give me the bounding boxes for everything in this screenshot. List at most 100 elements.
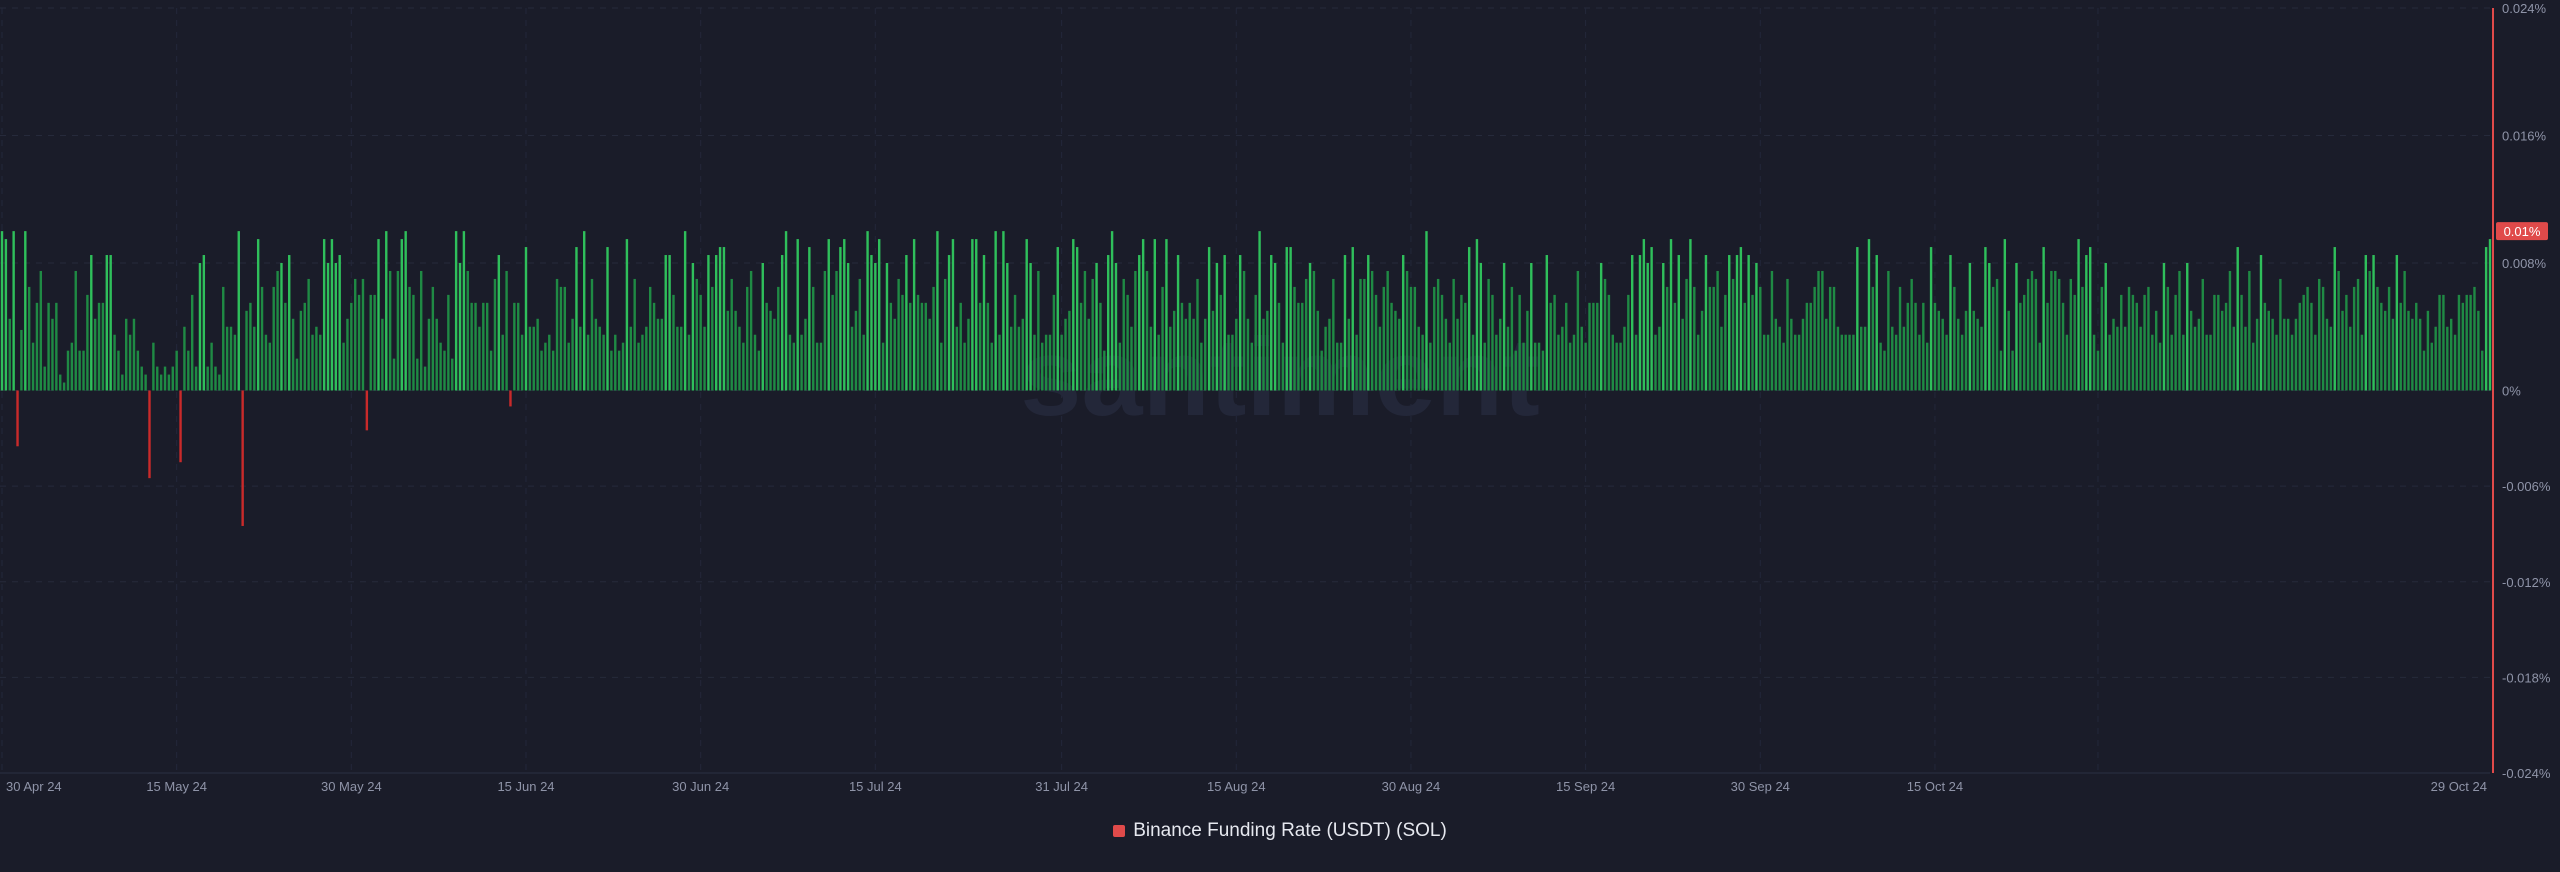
bar (1141, 239, 1145, 391)
bar (1130, 326, 1133, 391)
bar (621, 342, 625, 391)
bar (901, 294, 904, 391)
bar (1782, 342, 1785, 391)
bar (1879, 342, 1882, 391)
bar (222, 286, 225, 391)
bar (253, 326, 256, 391)
bar (43, 366, 46, 391)
bar (629, 326, 632, 391)
bar (1762, 334, 1766, 391)
bar (2380, 302, 2383, 391)
bar (1953, 286, 1956, 391)
bar (1603, 278, 1607, 391)
bar (1169, 326, 1172, 391)
bar (827, 239, 830, 391)
bar (225, 326, 229, 391)
current-value-label: 0.01% (2504, 224, 2541, 239)
bar (392, 358, 396, 391)
bar (1033, 334, 1036, 391)
bar (1751, 294, 1754, 391)
bar (1355, 334, 1358, 391)
bar (443, 350, 446, 391)
bar (2092, 334, 2096, 391)
bar (342, 342, 345, 391)
bar (260, 286, 264, 391)
x-tick-label: 15 Oct 24 (1907, 779, 1963, 794)
bar (2411, 318, 2414, 391)
bar (885, 263, 889, 391)
bar (1518, 294, 1521, 391)
bar (1180, 302, 1184, 391)
bar (975, 239, 978, 391)
bar (714, 255, 718, 391)
bar (1440, 294, 1444, 391)
bar (86, 294, 89, 391)
bar (2220, 310, 2224, 391)
bar (1297, 302, 1300, 391)
bar (773, 318, 776, 391)
bar (695, 278, 698, 391)
bar (1103, 350, 1106, 391)
bar (1138, 255, 1141, 391)
bar (373, 294, 376, 391)
bar (1941, 318, 1944, 391)
bar (31, 342, 35, 391)
bar (866, 231, 869, 391)
bar (1526, 310, 1529, 391)
bar (1976, 318, 1979, 391)
bar (93, 318, 97, 391)
bar (2473, 286, 2476, 391)
bar (1029, 263, 1032, 391)
bar (1479, 263, 1483, 391)
bar (606, 247, 609, 391)
bar (1669, 239, 1673, 391)
bar (951, 239, 955, 391)
bar (210, 342, 213, 391)
bar (1894, 334, 1898, 391)
bar (1863, 326, 1867, 391)
bar (105, 255, 109, 391)
bar (916, 294, 920, 391)
bar (2422, 350, 2426, 391)
bar (2481, 350, 2484, 391)
bar (1382, 286, 1385, 391)
bar (1122, 278, 1125, 391)
bar (1499, 318, 1502, 391)
bar (505, 270, 508, 391)
bar (229, 326, 233, 391)
bar (1972, 310, 1975, 391)
bar (1491, 294, 1494, 391)
bar (2415, 302, 2418, 391)
bar (291, 318, 295, 391)
bar (1615, 342, 1618, 391)
bar (408, 286, 411, 391)
bar (656, 318, 660, 391)
bar (2306, 286, 2309, 391)
bar (101, 302, 105, 391)
bar (1332, 278, 1335, 391)
grid-layer (0, 7, 2490, 774)
bar (1902, 326, 1906, 391)
bar (590, 278, 594, 391)
bar (2477, 310, 2480, 391)
bar (831, 294, 834, 391)
bar (431, 286, 435, 391)
bar (520, 334, 524, 391)
bar (2488, 239, 2492, 391)
bar (2112, 318, 2115, 391)
bar (501, 334, 504, 391)
bar (171, 366, 174, 391)
bar (82, 350, 85, 391)
bar (579, 326, 582, 391)
bar (1075, 247, 1079, 391)
bar (322, 239, 326, 391)
legend[interactable]: Binance Funding Rate (USDT) (SOL) (0, 820, 2560, 842)
bar (683, 231, 687, 391)
y-tick-label: -0.006% (2502, 479, 2551, 494)
bar (4, 239, 8, 391)
bar (711, 286, 714, 391)
bar (1957, 318, 1960, 391)
bar (1689, 239, 1692, 391)
bar (2252, 342, 2255, 391)
bar (897, 278, 900, 391)
